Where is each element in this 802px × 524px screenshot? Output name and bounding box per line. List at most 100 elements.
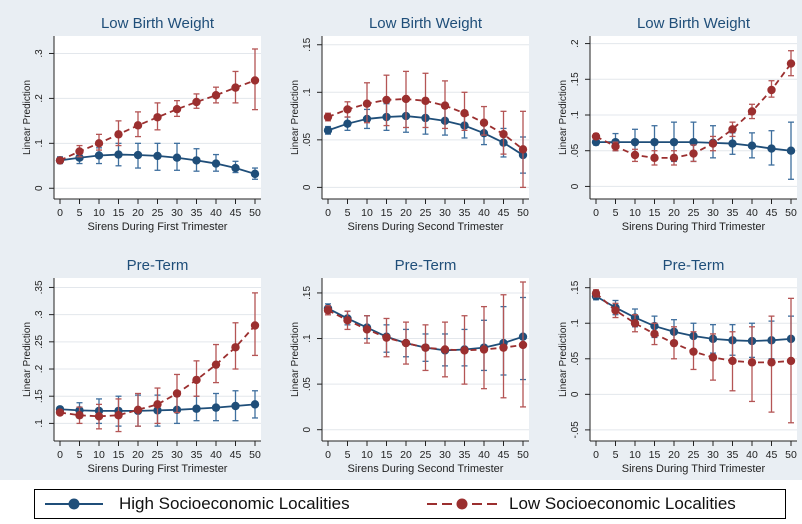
x-tick-label: 50 [249, 207, 261, 219]
x-tick-label: 0 [325, 449, 331, 461]
x-tick-label: 15 [381, 207, 393, 219]
x-tick-label: 25 [152, 207, 164, 219]
x-tick-label: 20 [400, 207, 412, 219]
x-tick-label: 30 [707, 449, 719, 461]
chart-panel-preterm-third-trimester: Pre-Term -.05 0.05.1.15 Linear Prediction 0 5… [536, 250, 798, 486]
figure-background: Low Birth Weight 0.1.2.3 Linear Prediction… [0, 0, 802, 480]
x-tick-label: 30 [171, 207, 183, 219]
data-point-low [630, 150, 640, 160]
data-point-high [192, 156, 201, 165]
data-point-high [343, 119, 352, 128]
data-point-low [747, 107, 757, 116]
x-tick-label: 10 [361, 449, 373, 461]
x-tick-label: 40 [746, 449, 758, 461]
x-tick-label: 35 [727, 449, 739, 461]
x-tick-label: 45 [766, 207, 778, 219]
data-point-low [192, 97, 201, 107]
x-tick-label: 40 [478, 207, 490, 219]
x-tick-label: 0 [57, 207, 63, 219]
x-tick-label: 30 [439, 449, 451, 461]
x-tick-label: 30 [171, 449, 183, 461]
data-point-low [421, 343, 430, 352]
y-tick-label: .05 [570, 143, 581, 157]
data-point-low [231, 343, 240, 352]
x-tick-label: 40 [478, 449, 490, 461]
data-point-low [323, 306, 333, 315]
data-point-low [611, 306, 620, 315]
data-point-low [479, 118, 489, 127]
y-tick-label: .15 [302, 37, 313, 51]
plot-area [590, 36, 797, 199]
chart-title: Pre-Term [395, 257, 457, 274]
data-point-low [231, 83, 240, 92]
x-axis-label: Sirens During Second Trimester [348, 463, 504, 475]
data-point-low [401, 94, 411, 104]
data-point-low [460, 109, 469, 118]
data-point-high [231, 163, 240, 173]
x-tick-label: 25 [688, 449, 700, 461]
data-point-low [767, 85, 776, 95]
legend-marker-low [427, 498, 497, 510]
data-point-high [211, 159, 221, 168]
chart-title: Low Birth Weight [369, 15, 483, 32]
series-line-low [59, 79, 256, 162]
y-tick-label: .35 [34, 280, 45, 294]
data-point-low [153, 400, 162, 409]
x-tick-label: 40 [746, 207, 758, 219]
data-point-low [55, 156, 65, 165]
x-tick-label: 5 [613, 449, 619, 461]
x-tick-label: 45 [498, 449, 510, 461]
data-point-low [611, 142, 620, 151]
x-tick-label: 10 [93, 207, 105, 219]
y-tick-label: 0 [34, 185, 45, 191]
data-point-high [75, 153, 84, 162]
x-tick-label: 50 [517, 449, 529, 461]
data-point-low [518, 340, 528, 350]
x-tick-label: 20 [132, 449, 144, 461]
y-tick-label: -.05 [570, 421, 581, 439]
data-point-high [114, 150, 123, 159]
x-tick-label: 15 [113, 449, 125, 461]
data-point-low [343, 105, 352, 114]
x-tick-label: 35 [727, 207, 739, 219]
data-point-low [192, 375, 201, 385]
chart-svg: Pre-Term 0 .05 .1 .15 Linear Prediction 0 5 10 15… [290, 257, 529, 475]
y-tick-label: 0 [570, 391, 581, 397]
chart-svg: Low Birth Weight 0 .05 .1 .15 Linear Predicti… [290, 15, 529, 233]
data-point-low [343, 316, 352, 325]
y-axis-label: Linear Prediction [22, 80, 33, 155]
x-tick-label: 5 [345, 207, 351, 219]
data-point-low [747, 358, 757, 367]
data-point-high [250, 169, 260, 179]
x-tick-label: 45 [766, 449, 778, 461]
x-tick-label: 25 [152, 449, 164, 461]
legend-label-high: High Socioeconomic Localities [119, 494, 350, 513]
legend-item-low: Low Socioeconomic Localities [425, 490, 736, 518]
data-point-low [250, 321, 260, 330]
x-tick-label: 10 [629, 449, 641, 461]
x-tick-label: 50 [517, 207, 529, 219]
chart-panel-preterm-second-trimester: Pre-Term 0 .05 .1 .15 Linear Prediction 0 5 10 15… [268, 250, 530, 486]
y-axis-label: Linear Prediction [290, 80, 301, 155]
legend-marker-high [45, 498, 103, 510]
y-axis-label: Linear Prediction [22, 322, 33, 397]
data-point-low [591, 289, 601, 298]
data-point-high [747, 141, 757, 150]
chart-svg: Pre-Term .1 .15 .2 .25 .3 .35 Linear Prediction… [22, 257, 261, 475]
data-point-low [94, 412, 104, 421]
chart-title: Pre-Term [127, 257, 189, 274]
data-point-high [786, 146, 796, 155]
x-tick-label: 10 [361, 207, 373, 219]
x-tick-label: 5 [613, 207, 619, 219]
y-tick-label: .2 [570, 39, 581, 48]
data-point-low [323, 112, 333, 122]
x-tick-label: 50 [249, 449, 261, 461]
data-point-low [650, 329, 659, 339]
x-tick-label: 0 [593, 207, 599, 219]
y-tick-label: .2 [34, 94, 45, 103]
data-point-low [401, 338, 411, 348]
data-point-low [440, 345, 450, 354]
chart-panel-lbw-first-trimester: Low Birth Weight 0 .1 .2 .3 Linear Prediction… [0, 8, 262, 244]
data-point-low [591, 132, 601, 141]
x-axis-label: Sirens During Third Trimester [622, 463, 766, 475]
